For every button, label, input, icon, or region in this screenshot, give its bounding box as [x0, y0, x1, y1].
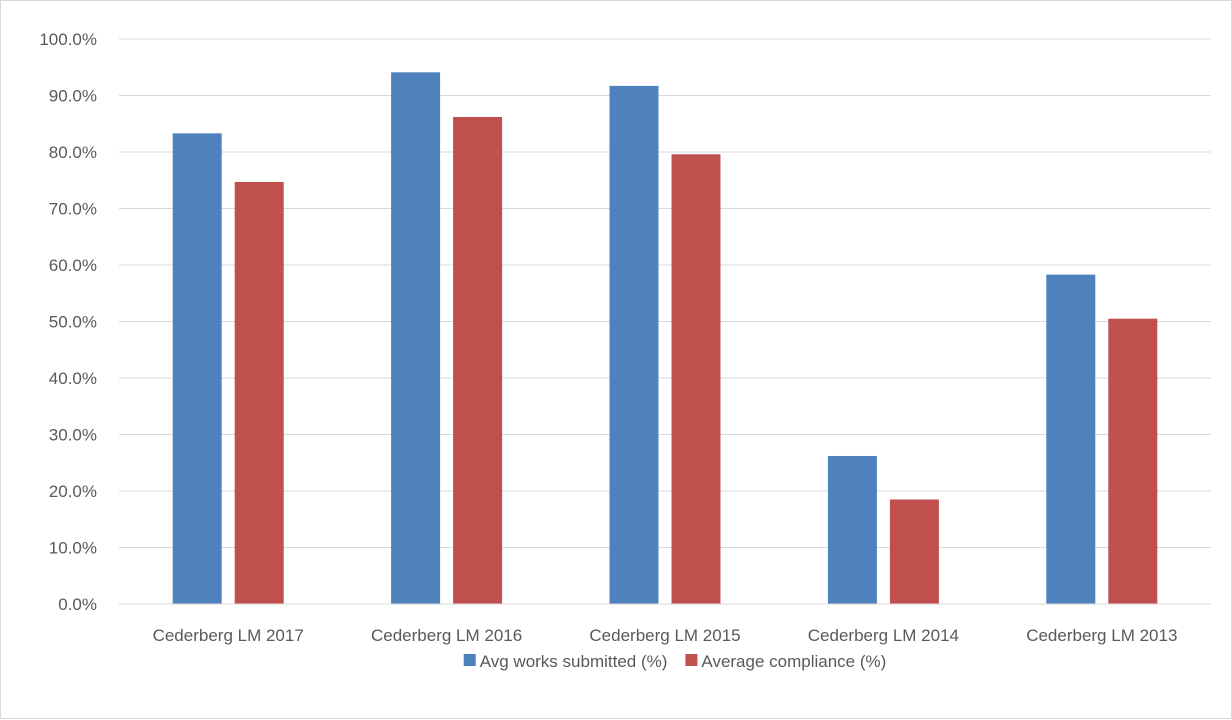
x-tick-label: Cederberg LM 2015	[589, 626, 740, 645]
bar-avg-works-submitted	[391, 72, 441, 604]
x-tick-label: Cederberg LM 2016	[371, 626, 522, 645]
y-tick-label: 30.0%	[49, 426, 97, 445]
y-tick-label: 0.0%	[58, 595, 97, 614]
bar-average-compliance	[1108, 318, 1158, 604]
x-axis-tick-labels: Cederberg LM 2017 Cederberg LM 2016 Cederb…	[153, 626, 1178, 645]
legend-item-avg-works-submitted: Avg works submitted (%)	[463, 652, 668, 671]
y-tick-label: 50.0%	[49, 313, 97, 332]
legend-swatch	[685, 654, 698, 666]
legend-label: Avg works submitted (%)	[480, 652, 668, 671]
legend-label: Average compliance (%)	[701, 652, 886, 671]
bar-avg-works-submitted	[1046, 274, 1096, 604]
y-tick-label: 70.0%	[49, 200, 97, 219]
y-tick-label: 80.0%	[49, 143, 97, 162]
y-tick-label: 90.0%	[49, 87, 97, 106]
legend: Avg works submitted (%) Average complianc…	[463, 652, 886, 671]
bar-avg-works-submitted	[609, 85, 659, 604]
bar-average-compliance	[453, 116, 503, 604]
x-tick-label: Cederberg LM 2017	[153, 626, 304, 645]
y-tick-label: 40.0%	[49, 369, 97, 388]
x-tick-label: Cederberg LM 2013	[1026, 626, 1177, 645]
x-tick-label: Cederberg LM 2014	[808, 626, 959, 645]
legend-item-average-compliance: Average compliance (%)	[685, 652, 886, 671]
bar-average-compliance	[234, 181, 284, 604]
bars	[172, 72, 1158, 605]
gridlines	[119, 38, 1211, 548]
y-tick-label: 20.0%	[49, 482, 97, 501]
legend-swatch	[463, 654, 476, 666]
bar-avg-works-submitted	[172, 133, 222, 605]
y-tick-label: 100.0%	[39, 30, 97, 49]
y-axis-tick-labels: 0.0% 10.0% 20.0% 30.0% 40.0% 50.0% 60.0% 70.0% 8…	[39, 30, 97, 614]
bar-avg-works-submitted	[827, 455, 877, 604]
bar-average-compliance	[889, 499, 939, 604]
y-tick-label: 60.0%	[49, 256, 97, 275]
bar-average-compliance	[671, 154, 721, 604]
y-tick-label: 10.0%	[49, 539, 97, 558]
